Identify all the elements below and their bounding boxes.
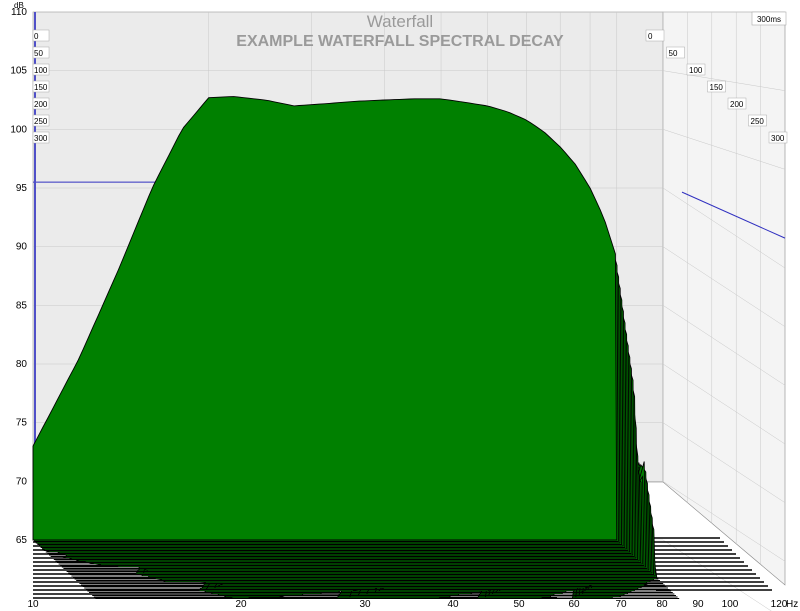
y-tick-label: 85: [16, 300, 28, 311]
x-tick-label: 120: [771, 599, 788, 610]
time-ticks-left: 0 50 100 150 200 250 300: [32, 29, 50, 144]
y-tick-label: 65: [16, 535, 28, 546]
time-tick-label: 50: [34, 49, 43, 58]
time-ticks-right: 0 50 100 150 200 250 300: [645, 29, 788, 144]
time-tick-box: [666, 46, 685, 59]
time-tick-label: 300: [34, 134, 48, 143]
x-tick-label: 30: [359, 599, 371, 610]
x-tick-label: 60: [568, 599, 580, 610]
time-tick-label: 250: [751, 117, 765, 126]
time-tick-label: 250: [34, 117, 48, 126]
time-tick-box: [32, 131, 50, 144]
svg-text:300ms: 300ms: [757, 15, 781, 24]
y-axis-unit: dB: [14, 1, 24, 10]
x-tick-label: 100: [722, 599, 739, 610]
time-tick-box: [707, 80, 726, 93]
time-tick-box: [32, 80, 50, 93]
x-tick-label: 20: [235, 599, 247, 610]
time-tick-box: [32, 97, 50, 110]
y-tick-label: 110: [11, 7, 27, 18]
time-tick-box: [32, 114, 50, 127]
reference-line-right: [681, 191, 786, 239]
y-tick-label: 90: [16, 242, 28, 253]
decay-slices: [32, 96, 680, 599]
y-tick-labels: 65 70 75 80 85 90 95 100 105 110: [10, 7, 27, 546]
time-tick-box: [32, 46, 50, 59]
x-tick-label: 90: [692, 599, 704, 610]
chart-title: Waterfall: [367, 12, 433, 31]
time-tick-box: [645, 29, 665, 42]
y-tick-label: 70: [16, 476, 28, 487]
x-tick-label: 40: [447, 599, 459, 610]
y-tick-label: 80: [16, 359, 28, 370]
time-tick-box: [768, 131, 788, 144]
y-tick-label: 100: [10, 124, 27, 135]
x-tick-label: 70: [615, 599, 627, 610]
time-tick-label: 300: [771, 134, 785, 143]
time-tick-label: 200: [34, 100, 48, 109]
right-wall: [662, 11, 786, 586]
time-tick-label: 200: [730, 100, 744, 109]
time-tick-box: [32, 63, 50, 76]
chart-subtitle: EXAMPLE WATERFALL SPECTRAL DECAY: [236, 33, 564, 50]
time-tick-label: 0: [648, 32, 653, 41]
x-tick-labels: 10 20 30 40 50 60 70 80 90 100 120: [27, 599, 787, 610]
right-grid: [662, 11, 786, 611]
decay-slice: [32, 96, 618, 541]
time-tick-label: 150: [34, 83, 48, 92]
time-tick-label: 50: [669, 49, 678, 58]
y-tick-label: 95: [16, 183, 28, 194]
x-tick-label: 80: [656, 599, 668, 610]
time-tick-box: [727, 97, 747, 110]
x-tick-label: 10: [27, 599, 39, 610]
time-tick-label: 100: [689, 66, 703, 75]
time-tick-label: 0: [34, 32, 39, 41]
time-tick-label: 150: [710, 83, 724, 92]
time-tick-box: [748, 114, 767, 127]
y-tick-label: 75: [16, 418, 28, 429]
y-tick-label: 105: [10, 66, 27, 77]
x-tick-label: 50: [513, 599, 525, 610]
time-tick-label: 100: [34, 66, 48, 75]
time-tick-box: [32, 29, 50, 42]
time-tick-box: [686, 63, 706, 76]
time-range-box: 300ms: [751, 11, 787, 26]
x-axis-unit: Hz: [786, 599, 798, 610]
